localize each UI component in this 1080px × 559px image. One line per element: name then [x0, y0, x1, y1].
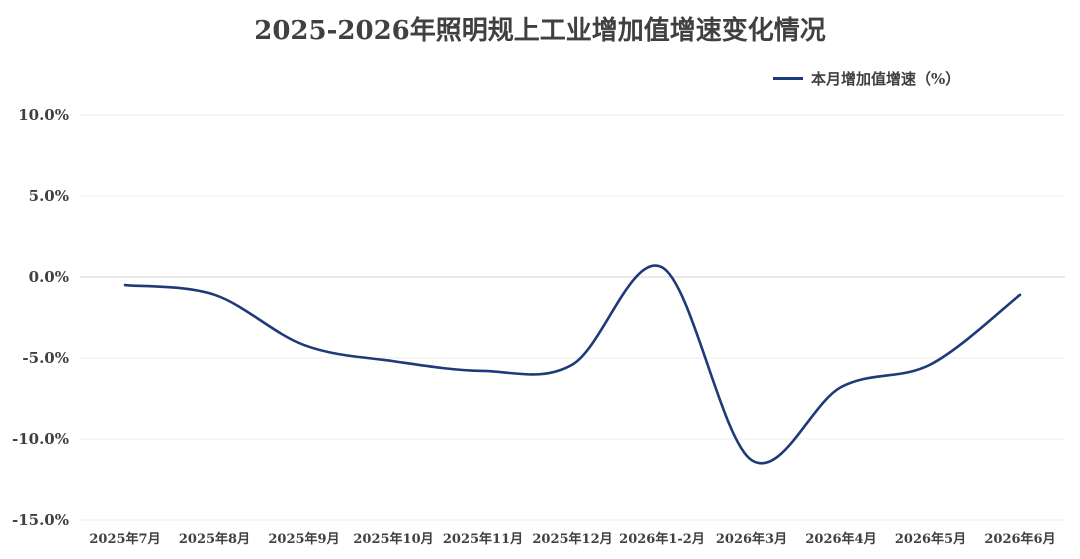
x-tick-label: 2026年4月 — [805, 531, 876, 547]
legend-label: 本月增加值增速（%） — [811, 70, 961, 88]
y-tick-label: 0.0% — [29, 268, 69, 286]
x-tick-label: 2025年12月 — [532, 531, 612, 547]
x-tick-label: 2026年3月 — [716, 531, 787, 547]
x-tick-label: 2026年1-2月 — [619, 531, 705, 547]
x-tick-label: 2025年10月 — [353, 531, 433, 547]
y-tick-label: -5.0% — [22, 349, 69, 367]
y-tick-label: -15.0% — [12, 511, 69, 529]
x-tick-label: 2025年11月 — [443, 531, 523, 547]
series-line — [123, 264, 1022, 465]
y-tick-label: -10.0% — [12, 430, 69, 448]
x-tick-label: 2025年9月 — [268, 531, 339, 547]
x-tick-label: 2025年8月 — [179, 531, 250, 547]
legend-line-swatch — [773, 77, 803, 80]
x-tick-label: 2026年6月 — [984, 531, 1055, 547]
y-tick-label: 10.0% — [18, 106, 69, 124]
legend: 本月增加值增速（%） — [773, 68, 960, 89]
chart-title: 2025-2026年照明规上工业增加值增速变化情况 — [254, 16, 826, 46]
y-tick-label: 5.0% — [29, 187, 69, 205]
x-tick-label: 2025年7月 — [89, 531, 160, 547]
x-tick-label: 2026年5月 — [895, 531, 966, 547]
